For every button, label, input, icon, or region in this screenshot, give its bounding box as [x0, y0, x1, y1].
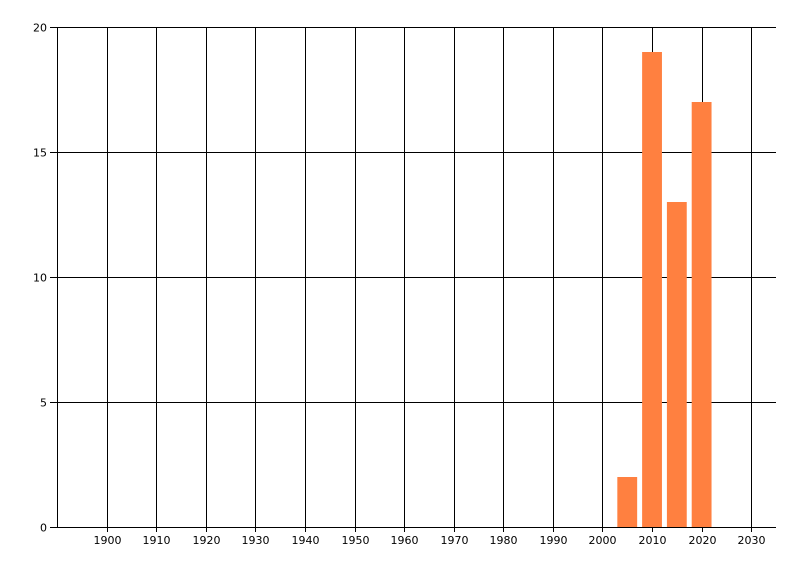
x-tick-label: 1940	[292, 534, 320, 547]
x-tick-label: 2030	[738, 534, 766, 547]
y-tick-label: 0	[40, 522, 47, 535]
y-tick-label: 10	[33, 272, 47, 285]
x-tick-label: 1920	[193, 534, 221, 547]
x-tick-label: 1900	[94, 534, 122, 547]
x-tick-label: 2020	[689, 534, 717, 547]
x-tick-label: 1990	[540, 534, 568, 547]
bar	[617, 477, 638, 527]
x-tick-label: 1970	[441, 534, 469, 547]
x-tick-label: 2010	[639, 534, 667, 547]
y-tick-label: 5	[40, 397, 47, 410]
x-tick-label: 2000	[589, 534, 617, 547]
bar	[691, 102, 712, 527]
y-tick-label: 20	[33, 22, 47, 35]
y-tick-label: 15	[33, 147, 47, 160]
x-tick-label: 1950	[342, 534, 370, 547]
x-tick-label: 1910	[143, 534, 171, 547]
bar	[666, 202, 687, 527]
bar	[642, 52, 662, 527]
x-tick-label: 1960	[391, 534, 419, 547]
x-tick-label: 1930	[242, 534, 270, 547]
x-tick-label: 1980	[490, 534, 518, 547]
